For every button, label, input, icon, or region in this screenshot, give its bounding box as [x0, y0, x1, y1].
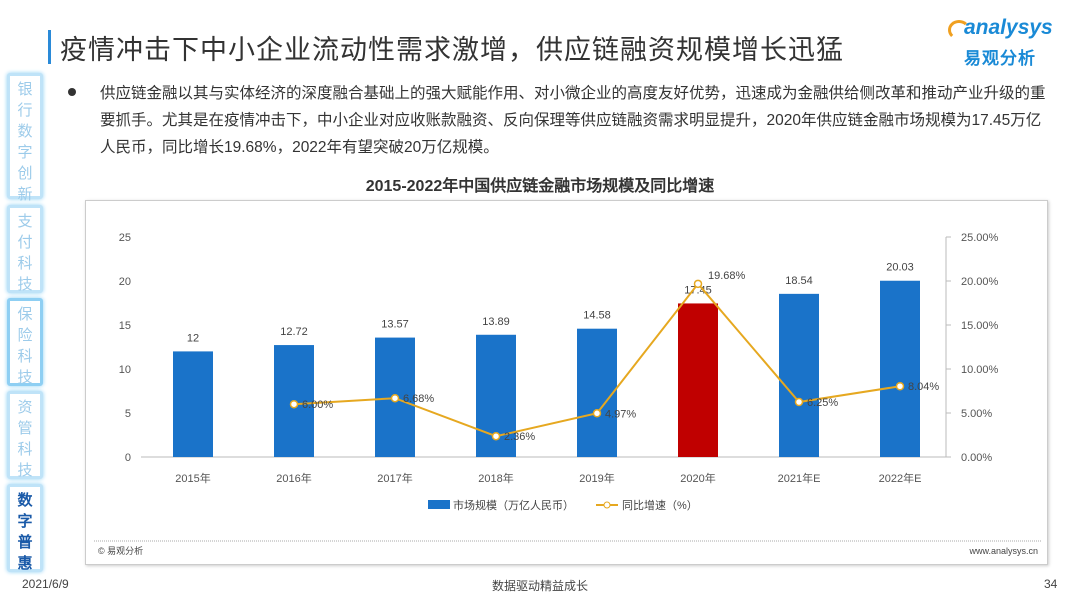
footer-slogan: 数据驱动精益成长: [491, 579, 588, 593]
sidebar-item-label: 银行数字创新: [17, 81, 33, 203]
growth-data-label: 8.04%: [908, 381, 939, 393]
growth-point: [390, 393, 400, 403]
x-tick-label: 2017年: [377, 471, 412, 485]
chart-website: www.analysys.cn: [968, 546, 1038, 556]
x-tick-label: 2021年E: [778, 471, 821, 485]
y-left-tick-label: 0: [125, 452, 131, 464]
legend-bar-swatch: [428, 500, 450, 509]
growth-point: [592, 409, 602, 418]
y-left-tick-label: 25: [119, 232, 131, 244]
bar-data-label: 13.89: [482, 316, 510, 328]
analysys-logo: analysys 易观分析: [948, 16, 1058, 72]
sidebar-item-label: 支付科技: [17, 213, 33, 293]
y-left-tick-label: 20: [119, 276, 131, 288]
y-right-tick-label: 25.00%: [961, 232, 999, 244]
bar-data-label: 13.57: [381, 319, 409, 331]
page-title: 疫情冲击下中小企业流动性需求激增，供应链融资规模增长迅猛: [60, 35, 844, 65]
bar-data-label: 20.03: [886, 262, 914, 274]
y-right-tick-label: 15.00%: [961, 320, 999, 332]
y-left-tick-label: 5: [125, 408, 131, 420]
bar: [880, 280, 920, 457]
sidebar-item-label: 资管科技: [17, 399, 33, 479]
logo-arc-icon: [948, 20, 970, 40]
growth-data-label: 4.97%: [605, 408, 636, 420]
logo-en: analysys: [964, 16, 1053, 39]
growth-point: [895, 381, 905, 391]
bar: [577, 328, 617, 457]
legend-bar-label: 市场规模（万亿人民币）: [453, 498, 574, 512]
legend-line-marker: [603, 501, 611, 509]
bar: [173, 351, 213, 457]
sidebar-item-label: 数字普惠: [17, 492, 33, 572]
chart-svg: 0 5 10 15 20 25 0.00% 5.00% 10.00% 15.00% 20.00% 25…: [94, 232, 1041, 556]
sidebar-item-bank[interactable]: 银行数字创新: [7, 73, 43, 203]
growth-point: [289, 399, 299, 409]
bar-data-label: 12.72: [280, 326, 308, 338]
x-tick-label: 2016年: [276, 471, 311, 485]
growth-point: [794, 397, 804, 407]
footer-date: 2021/6/9: [22, 577, 69, 591]
y-right-tick-label: 0.00%: [961, 452, 992, 464]
title-accent-bar: [48, 30, 51, 64]
growth-data-label: 6.00%: [302, 399, 333, 411]
sidebar-item-inclusive[interactable]: 数字普惠: [7, 484, 43, 572]
y-right-tick-label: 5.00%: [961, 408, 992, 420]
x-tick-label: 2015年: [175, 471, 210, 485]
bar-data-label: 14.58: [583, 310, 611, 322]
sidebar-item-insurance[interactable]: 保险科技: [7, 298, 43, 386]
x-tick-label: 2019年: [579, 471, 614, 485]
growth-data-label: 6.68%: [403, 393, 434, 405]
bar: [779, 293, 819, 457]
x-tick-label: 2022年E: [879, 471, 922, 485]
chart-container: 0 5 10 15 20 25 0.00% 5.00% 10.00% 15.00% 20.00% 25…: [85, 200, 1048, 565]
sidebar-item-payment[interactable]: 支付科技: [7, 205, 43, 293]
sidebar-item-asset-mgmt[interactable]: 资管科技: [7, 391, 43, 479]
y-right-tick-label: 10.00%: [961, 364, 999, 376]
body-paragraph: 供应链金融以其与实体经济的深度融合基础上的强大赋能作用、对小微企业的高度友好优势…: [100, 85, 1046, 156]
bullet-icon: [68, 88, 76, 96]
x-tick-label: 2018年: [478, 471, 513, 485]
logo-cn: 易观分析: [964, 49, 1036, 68]
growth-point: [491, 431, 501, 441]
chart-source: © 易观分析: [98, 545, 143, 556]
sidebar-item-label: 保险科技: [17, 306, 33, 386]
growth-point: [693, 279, 703, 289]
chart-title: 2015-2022年中国供应链金融市场规模及同比增速: [365, 178, 715, 195]
y-right-tick-label: 20.00%: [961, 276, 999, 288]
page-number: 34: [1044, 577, 1058, 591]
growth-data-label: 6.25%: [807, 397, 838, 409]
bar-data-label: 18.54: [785, 275, 813, 287]
legend-line-label: 同比增速（%）: [622, 498, 698, 512]
bar-data-label: 12: [187, 332, 199, 344]
growth-data-label: 2.36%: [504, 431, 535, 443]
x-tick-label: 2020年: [680, 471, 715, 485]
y-left-tick-label: 15: [119, 320, 131, 332]
bar: [678, 303, 718, 457]
growth-data-label: 19.68%: [708, 270, 746, 282]
y-left-tick-label: 10: [119, 364, 131, 376]
